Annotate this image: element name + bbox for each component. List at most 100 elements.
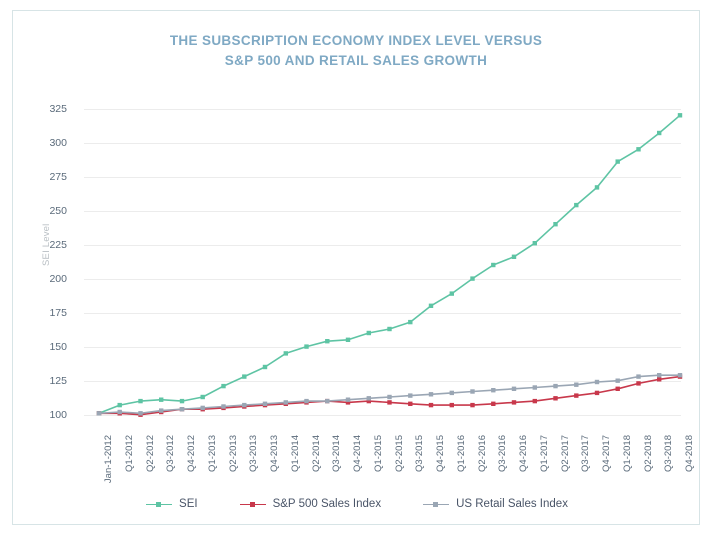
data-point-marker	[636, 374, 641, 379]
legend-item[interactable]: S&P 500 Sales Index	[239, 498, 382, 510]
y-axis-tick: 200	[49, 272, 67, 285]
y-axis-tick: 225	[49, 238, 67, 251]
legend-item[interactable]: SEI	[146, 498, 198, 510]
data-point-marker	[345, 337, 351, 342]
x-axis-tick: Q2-2016	[476, 435, 488, 472]
data-point-marker	[283, 400, 288, 405]
y-axis-tick: 250	[49, 204, 67, 217]
data-point-marker	[553, 222, 558, 227]
data-point-marker	[325, 339, 330, 344]
y-axis-tick: 100	[49, 408, 67, 421]
x-axis-tick: Q2-2012	[144, 435, 156, 472]
data-point-marker	[408, 319, 413, 325]
chart-title-line-1: THE SUBSCRIPTION ECONOMY INDEX LEVEL VER…	[169, 33, 543, 48]
gridline	[84, 346, 681, 348]
data-point-marker	[574, 393, 579, 398]
gridline	[84, 312, 681, 314]
data-point-marker	[511, 400, 517, 405]
data-point-marker	[304, 398, 309, 404]
data-point-marker	[574, 202, 579, 208]
x-axis-tick: Q1-2013	[206, 435, 218, 472]
gridline	[84, 108, 681, 110]
y-axis-tick: 275	[49, 170, 67, 183]
data-point-marker	[532, 398, 537, 404]
data-point-marker	[449, 402, 454, 408]
data-point-marker	[491, 262, 496, 268]
legend-swatch-icon	[146, 499, 173, 509]
x-axis-tick: Q4-2018	[684, 435, 695, 472]
gridline	[84, 244, 681, 246]
data-point-marker	[511, 386, 517, 391]
data-point-marker	[200, 394, 205, 400]
x-axis-tick: Q3-2014	[331, 435, 343, 472]
data-point-marker	[615, 159, 620, 164]
data-point-marker	[428, 303, 434, 308]
gridline	[84, 142, 681, 144]
data-point-marker	[366, 330, 371, 336]
data-point-marker	[159, 397, 164, 402]
data-point-marker	[491, 388, 496, 393]
chart-title-line-2: S&P 500 AND RETAIL SALES GROWTH	[224, 53, 488, 68]
data-point-marker	[677, 113, 683, 118]
legend-swatch-icon	[239, 499, 266, 509]
gridlines: 100 125 150 175 200 225 250 275 300 325	[49, 99, 681, 431]
data-point-marker	[159, 408, 164, 413]
x-axis-tick: Q3-2016	[497, 435, 509, 472]
x-axis-tick: Q1-2015	[372, 435, 384, 472]
x-axis-tick: Q1-2018	[621, 435, 633, 472]
data-point-marker	[532, 241, 537, 246]
y-axis-tick: 150	[49, 340, 67, 353]
x-axis-tick: Q1-2016	[455, 435, 467, 472]
x-axis-tick: Q2-2018	[642, 435, 654, 472]
data-point-marker	[657, 377, 662, 382]
data-point-marker	[387, 326, 392, 332]
data-point-marker	[553, 396, 558, 401]
data-point-marker	[325, 398, 330, 404]
data-point-marker	[574, 382, 579, 387]
series-line	[98, 114, 681, 415]
data-point-marker	[179, 398, 185, 404]
data-point-marker	[657, 130, 662, 136]
legend-label: S&P 500 Sales Index	[272, 498, 382, 510]
data-point-marker	[242, 374, 247, 379]
gridline	[84, 278, 681, 280]
x-axis-tick: Jan-1-2012	[103, 435, 114, 484]
data-point-marker	[428, 392, 434, 397]
data-point-marker	[117, 402, 122, 408]
x-axis-tick: Q3-2015	[414, 435, 426, 472]
x-axis-tick: Q3-2018	[663, 435, 675, 472]
data-point-marker	[636, 147, 641, 152]
data-point-marker	[615, 378, 620, 383]
x-axis-tick: Q4-2012	[186, 435, 197, 472]
gridline	[84, 210, 681, 212]
data-point-marker	[677, 373, 683, 378]
data-point-marker	[615, 386, 620, 391]
series-line	[98, 374, 680, 415]
data-point-marker	[138, 398, 143, 404]
data-point-marker	[470, 389, 475, 394]
plot-area: 100 125 150 175 200 225 250 275 300 325	[49, 99, 683, 431]
data-point-marker	[366, 396, 371, 401]
x-axis-tick: Q3-2012	[165, 435, 177, 472]
gridline	[84, 380, 681, 382]
chart-figure: THE SUBSCRIPTION ECONOMY INDEX LEVEL VER…	[12, 10, 700, 525]
x-axis-tick: Q4-2015	[435, 435, 446, 472]
data-point-marker	[387, 400, 392, 405]
x-axis-tick: Q3-2017	[580, 435, 592, 472]
data-point-marker	[304, 344, 309, 349]
legend-item[interactable]: US Retail Sales Index	[423, 498, 568, 510]
data-point-marker	[408, 393, 413, 398]
x-axis-tick: Q2-2013	[227, 435, 239, 472]
data-point-marker	[345, 400, 351, 405]
data-point-marker	[117, 409, 122, 415]
y-axis-tick: 300	[49, 136, 67, 149]
data-point-marker	[262, 401, 268, 406]
x-axis-tick: Q2-2015	[393, 435, 405, 472]
data-point-marker	[594, 390, 600, 396]
chart-title: THE SUBSCRIPTION ECONOMY INDEX LEVEL VER…	[13, 31, 699, 71]
data-point-marker	[449, 291, 454, 296]
data-point-marker	[532, 385, 537, 390]
data-point-marker	[428, 402, 434, 408]
data-point-marker	[387, 394, 392, 400]
data-point-marker	[96, 411, 102, 416]
